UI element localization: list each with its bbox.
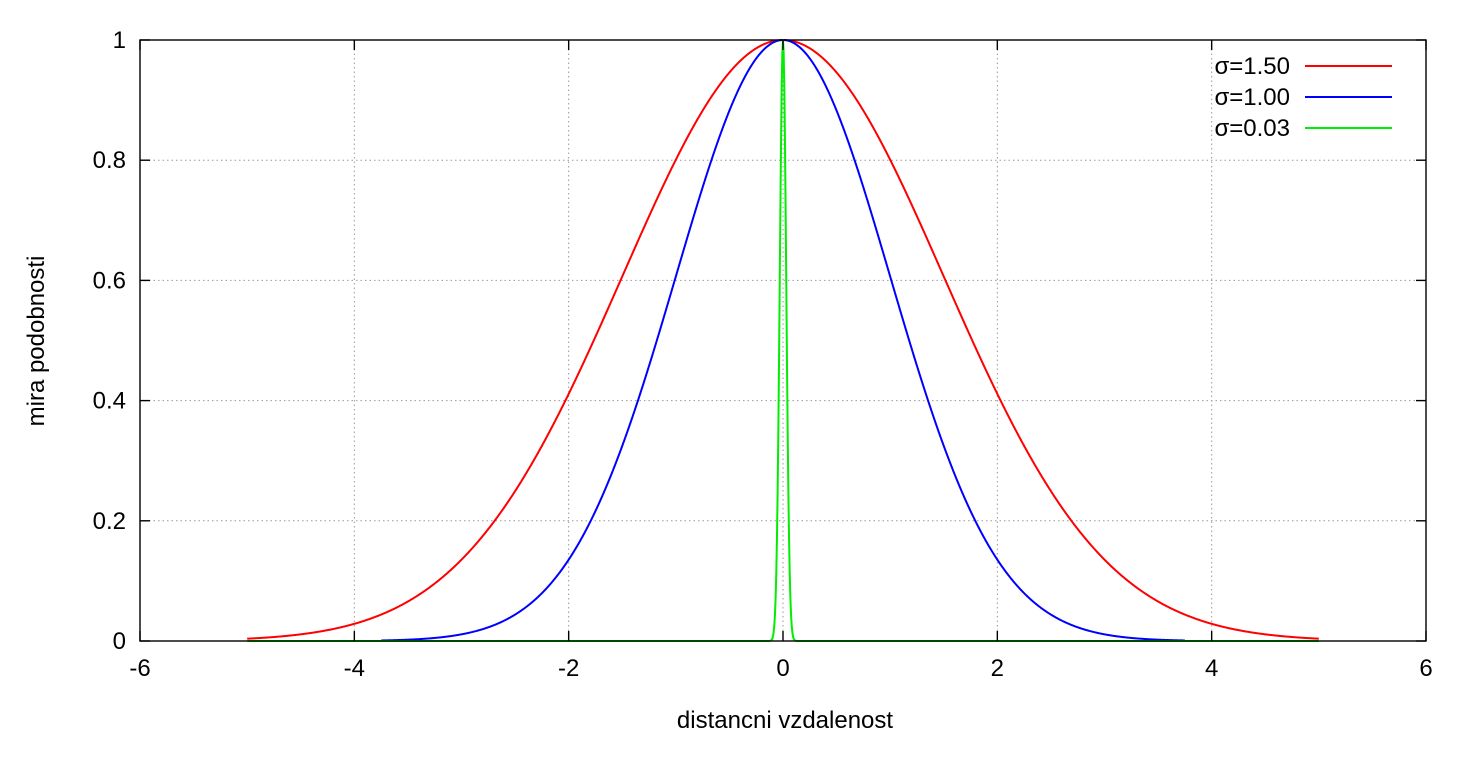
- y-tick-label: 0.2: [93, 508, 126, 535]
- tick-labels: -6 -4 -2 0 2 4 6 0 0.2 0.4 0.6 0.8 1: [93, 27, 1433, 682]
- legend-label: σ=0.03: [1214, 115, 1290, 142]
- y-axis-label: mira podobnosti: [23, 256, 50, 427]
- x-tick-label: 0: [776, 655, 789, 682]
- legend: σ=1.50 σ=1.00 σ=0.03: [1214, 53, 1392, 142]
- x-axis-label: distancni vzdalenost: [677, 707, 893, 734]
- x-tick-label: 6: [1419, 655, 1432, 682]
- x-tick-label: -4: [344, 655, 365, 682]
- legend-label: σ=1.50: [1214, 53, 1290, 80]
- y-tick-label: 0.4: [93, 388, 126, 415]
- y-tick-label: 1: [113, 27, 126, 54]
- x-tick-label: 4: [1205, 655, 1218, 682]
- grid: [140, 40, 1426, 641]
- ticks: [139, 39, 1427, 642]
- y-tick-label: 0.8: [93, 147, 126, 174]
- y-tick-label: 0.6: [93, 267, 126, 294]
- x-tick-label: -2: [558, 655, 579, 682]
- legend-label: σ=1.00: [1214, 84, 1290, 111]
- x-tick-label: 2: [991, 655, 1004, 682]
- x-tick-label: -6: [129, 655, 150, 682]
- y-tick-label: 0: [113, 628, 126, 655]
